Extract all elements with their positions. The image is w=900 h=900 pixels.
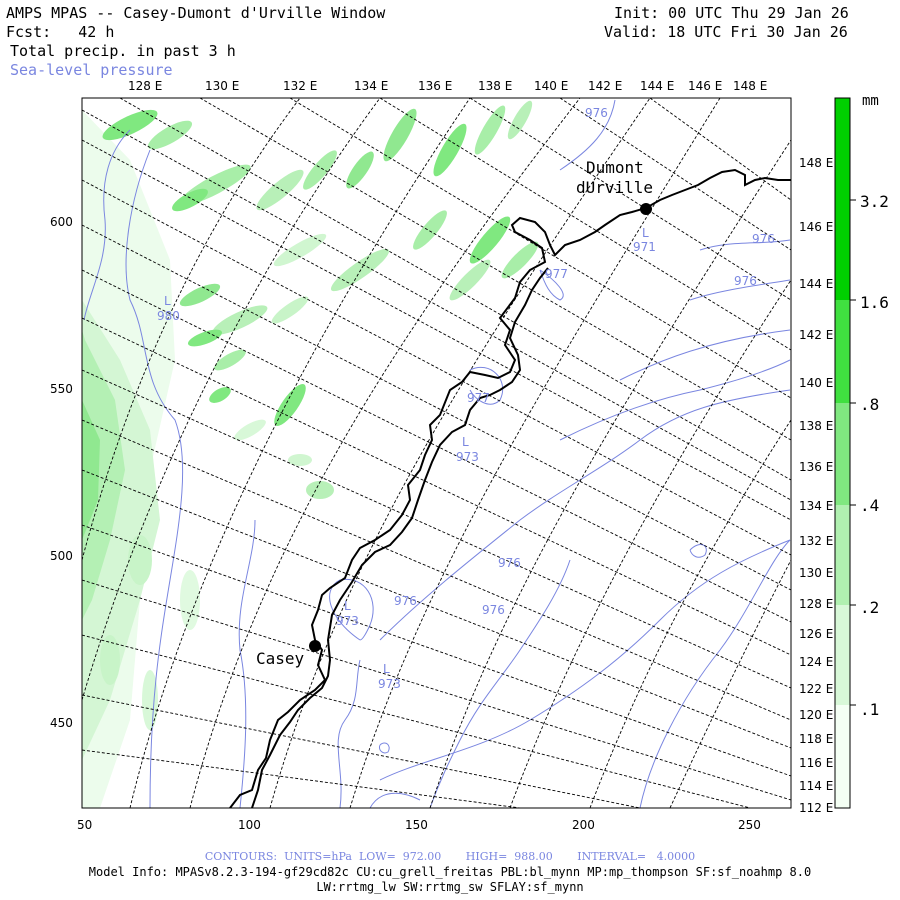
right-lon-label: 146 E <box>799 220 833 234</box>
station-casey-label: Casey <box>256 649 305 668</box>
right-lon-label: 112 E <box>799 801 833 815</box>
top-lon-label: 136 E <box>418 79 452 93</box>
right-lon-label: 124 E <box>799 655 833 669</box>
x-tick-label: 200 <box>572 818 595 832</box>
coastline <box>229 168 791 808</box>
y-tick-label: 500 <box>50 549 73 563</box>
pressure-value-label: 977 <box>467 391 490 405</box>
low-marker: L <box>164 294 171 308</box>
pressure-value-label: 977 <box>545 267 568 281</box>
colorbar-unit: mm <box>862 93 879 109</box>
pressure-labels: 976 L 971 976 976 977 L 980 977 L 973 97… <box>157 106 775 691</box>
field-name-precip: Total precip. in past 3 h <box>10 42 236 60</box>
right-lon-label: 134 E <box>799 499 833 513</box>
valid-time: Valid: 18 UTC Fri 30 Jan 26 <box>604 23 848 41</box>
right-lon-label: 148 E <box>799 156 833 170</box>
precip-colorbar: mm .1 .2 .4 .8 1.6 3.2 <box>834 93 889 809</box>
colorbar-bin-2 <box>835 605 850 705</box>
x-tick-label: 100 <box>238 818 261 832</box>
top-lon-label: 142 E <box>588 79 622 93</box>
pressure-value-label: 971 <box>633 240 656 254</box>
pressure-value-label: 976 <box>482 603 505 617</box>
colorbar-bin-1 <box>835 705 850 808</box>
right-lon-label: 128 E <box>799 597 833 611</box>
y-axis-ticks: 600 550 500 450 <box>50 215 73 730</box>
right-lon-label: 132 E <box>799 534 833 548</box>
plot-frame <box>81 97 792 809</box>
y-tick-label: 450 <box>50 716 73 730</box>
low-marker: L <box>642 226 649 240</box>
top-lon-label: 148 E <box>733 79 767 93</box>
coastline-inland <box>251 267 549 808</box>
right-lon-label: 116 E <box>799 756 833 770</box>
x-tick-label: 150 <box>405 818 428 832</box>
contour-info: CONTOURS: UNITS=hPa LOW= 972.00 HIGH= 98… <box>204 850 696 863</box>
lat-lon-grid <box>82 98 791 808</box>
forecast-hour: Fcst: 42 h <box>6 23 115 41</box>
y-tick-label: 550 <box>50 382 73 396</box>
x-tick-label: 250 <box>738 818 761 832</box>
low-marker: L <box>383 662 390 676</box>
y-tick-label: 600 <box>50 215 73 229</box>
station-dumont-label-line1: Dumont <box>586 158 644 177</box>
low-marker: L <box>344 599 351 613</box>
colorbar-level-2: .2 <box>860 598 879 617</box>
pressure-value-label: 973 <box>456 450 479 464</box>
x-axis-ticks: 50 100 150 200 250 <box>77 818 761 832</box>
map-plot-area <box>82 98 791 808</box>
field-name-pressure: Sea-level pressure <box>10 61 173 79</box>
colorbar-level-1: .1 <box>860 700 879 719</box>
low-marker: L <box>462 435 469 449</box>
top-lon-label: 146 E <box>688 79 722 93</box>
colorbar-level-4: .8 <box>860 395 879 414</box>
right-longitude-labels: 148 E 146 E 144 E 142 E 140 E 138 E 136 … <box>799 156 833 815</box>
map-title: AMPS MPAS -- Casey-Dumont d'Urville Wind… <box>6 4 386 22</box>
pressure-value-label: 976 <box>585 106 608 120</box>
right-lon-label: 144 E <box>799 277 833 291</box>
model-info: Model Info: MPASv8.2.3-194-gf29cd82c CU:… <box>88 865 812 879</box>
precip-shading <box>82 100 539 808</box>
pressure-value-label: 976 <box>752 232 775 246</box>
pressure-value-label: 980 <box>157 309 180 323</box>
colorbar-bin-6 <box>835 98 850 300</box>
pressure-value-label: 976 <box>498 556 521 570</box>
station-labels: Dumont dUrville Casey <box>256 158 653 668</box>
colorbar-level-5: 1.6 <box>860 293 889 312</box>
init-time: Init: 00 UTC Thu 29 Jan 26 <box>614 4 849 22</box>
station-dumont-label-line2: dUrville <box>576 178 653 197</box>
pressure-value-label: 976 <box>394 594 417 608</box>
top-lon-label: 130 E <box>205 79 239 93</box>
station-dumont-durville-marker[interactable] <box>640 203 652 215</box>
top-longitude-labels: 128 E 130 E 132 E 134 E 136 E 138 E 140 … <box>128 79 767 93</box>
right-lon-label: 122 E <box>799 682 833 696</box>
model-info-line2: LW:rrtmg_lw SW:rrtmg_sw SFLAY:sf_mynn <box>316 880 584 894</box>
right-lon-label: 126 E <box>799 627 833 641</box>
x-tick-label: 50 <box>77 818 92 832</box>
pressure-value-label: 973 <box>378 677 401 691</box>
top-lon-label: 140 E <box>534 79 568 93</box>
station-casey-marker[interactable] <box>309 640 321 652</box>
colorbar-level-3: .4 <box>860 496 879 515</box>
pressure-contours <box>83 99 791 808</box>
right-lon-label: 140 E <box>799 376 833 390</box>
top-lon-label: 134 E <box>354 79 388 93</box>
top-lon-label: 132 E <box>283 79 317 93</box>
colorbar-bin-5 <box>835 300 850 403</box>
colorbar-level-6: 3.2 <box>860 192 889 211</box>
right-lon-label: 114 E <box>799 779 833 793</box>
top-lon-label: 144 E <box>640 79 674 93</box>
right-lon-label: 142 E <box>799 328 833 342</box>
pressure-value-label: 973 <box>336 614 359 628</box>
colorbar-bin-3 <box>835 505 850 605</box>
right-lon-label: 136 E <box>799 460 833 474</box>
right-lon-label: 130 E <box>799 566 833 580</box>
colorbar-bin-4 <box>835 403 850 505</box>
top-lon-label: 138 E <box>478 79 512 93</box>
right-lon-label: 120 E <box>799 708 833 722</box>
right-lon-label: 138 E <box>799 419 833 433</box>
top-lon-label: 128 E <box>128 79 162 93</box>
right-lon-label: 118 E <box>799 732 833 746</box>
pressure-value-label: 976 <box>734 274 757 288</box>
